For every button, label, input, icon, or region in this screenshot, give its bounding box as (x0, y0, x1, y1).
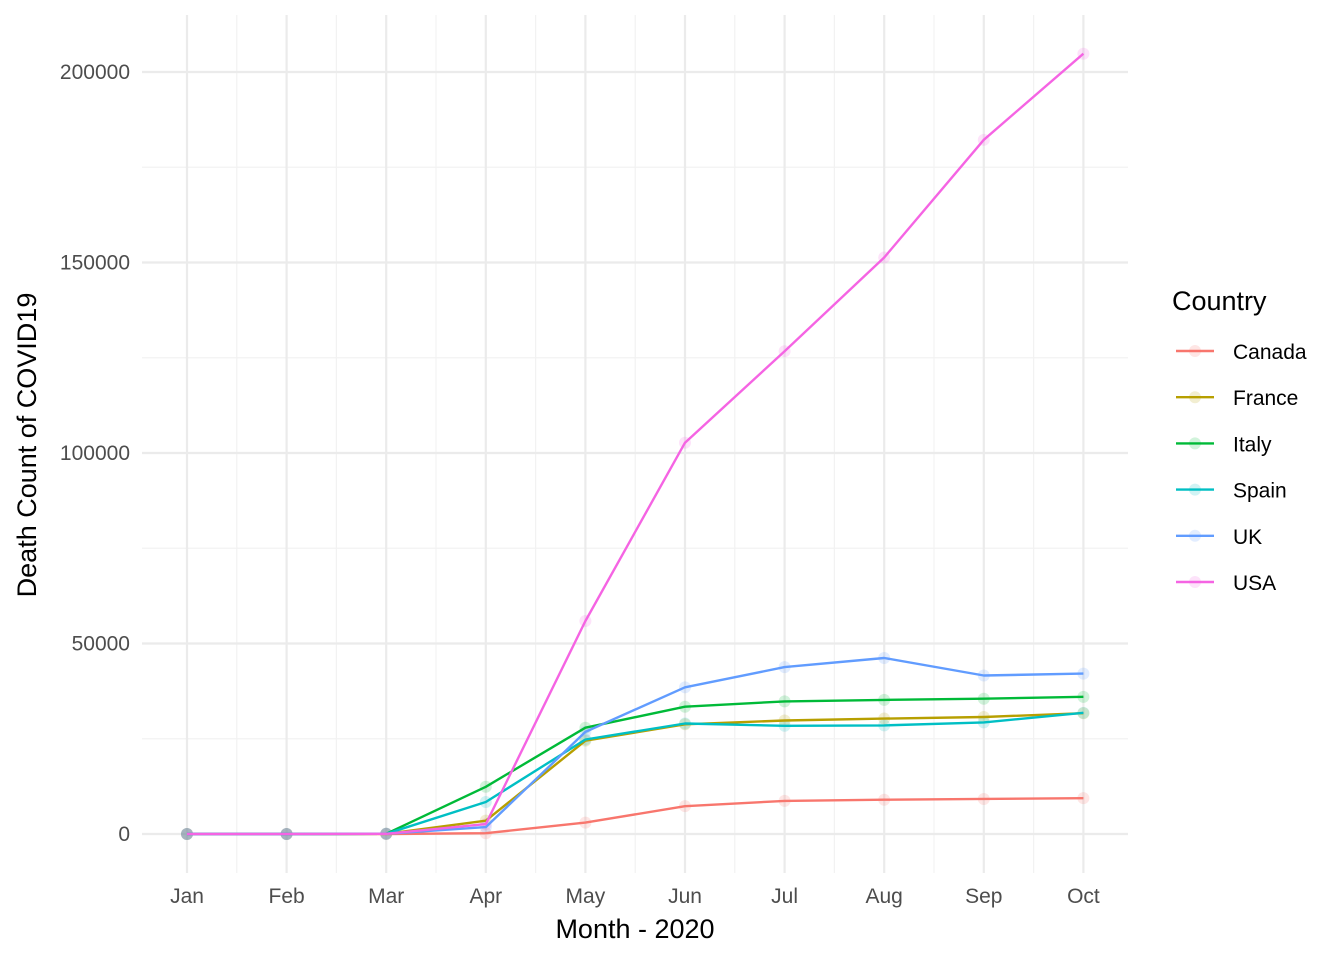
legend-label: Canada (1233, 341, 1307, 364)
legend-item-italy: Italy (1176, 433, 1272, 456)
y-axis-title: Death Count of COVID19 (12, 293, 42, 598)
x-tick-label: Feb (269, 885, 305, 908)
x-axis-tick-labels: Jan Feb Mar Apr May Jun Jul Aug Sep Oct (170, 885, 1100, 908)
x-tick-label: Aug (866, 885, 903, 908)
legend-label: USA (1233, 572, 1276, 595)
legend-key-point (1189, 483, 1201, 496)
series-layer (181, 47, 1090, 840)
legend-label: Spain (1233, 480, 1287, 503)
legend-key-point (1189, 576, 1201, 588)
x-tick-label: Jul (771, 885, 798, 908)
y-tick-label: 100000 (60, 442, 130, 465)
y-tick-label: 0 (118, 823, 130, 846)
x-tick-label: Mar (368, 885, 404, 908)
legend-key-point (1189, 391, 1201, 404)
legend: Country Canada France Italy Spain UK USA (1172, 286, 1307, 595)
x-tick-label: Sep (965, 885, 1002, 908)
data-point-canada (1077, 792, 1090, 805)
legend-item-uk: UK (1176, 526, 1262, 549)
legend-item-spain: Spain (1176, 480, 1287, 503)
y-tick-label: 200000 (60, 61, 130, 84)
y-axis-tick-labels: 0 50000 100000 150000 200000 (60, 61, 130, 846)
legend-title: Country (1172, 286, 1267, 316)
x-axis-title: Month - 2020 (555, 914, 714, 944)
y-tick-label: 50000 (72, 633, 130, 656)
legend-label: Italy (1233, 433, 1272, 456)
x-tick-label: Jan (170, 885, 204, 908)
legend-item-usa: USA (1176, 572, 1276, 595)
minor-gridlines (142, 15, 1128, 873)
legend-item-france: France (1176, 387, 1298, 410)
y-tick-label: 150000 (60, 252, 130, 275)
legend-key-point (1189, 345, 1201, 357)
legend-key-point (1189, 529, 1201, 542)
legend-key-point (1189, 437, 1201, 450)
legend-items: Canada France Italy Spain UK USA (1176, 341, 1307, 595)
major-gridlines (142, 15, 1128, 873)
legend-item-canada: Canada (1176, 341, 1307, 364)
x-tick-label: Jun (668, 885, 702, 908)
data-point-uk (1077, 667, 1090, 680)
x-tick-label: Apr (469, 885, 502, 908)
x-tick-label: Oct (1067, 885, 1100, 908)
x-tick-label: May (566, 885, 606, 908)
legend-label: France (1233, 387, 1298, 410)
series-line-usa (187, 52, 1085, 836)
series-canada (181, 792, 1090, 840)
legend-label: UK (1233, 526, 1262, 549)
